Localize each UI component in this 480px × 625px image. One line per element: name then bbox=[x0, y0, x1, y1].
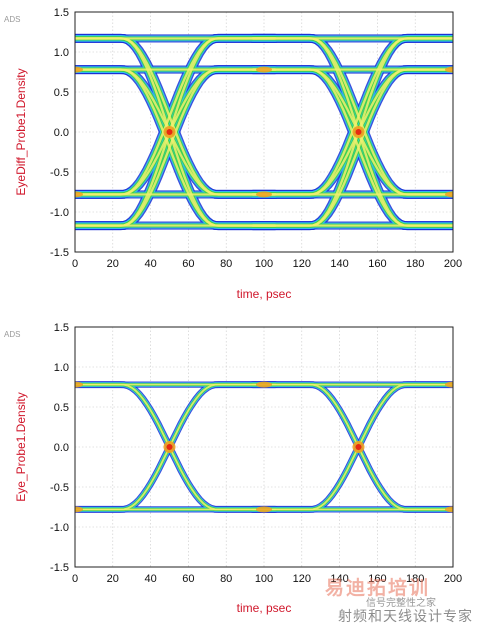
y-tick-label: 0.5 bbox=[54, 87, 69, 99]
y-tick-label: -1.5 bbox=[50, 562, 69, 574]
y-tick-label: 1.5 bbox=[54, 322, 69, 334]
level-hotspot bbox=[445, 381, 453, 388]
x-tick-label: 120 bbox=[293, 573, 311, 585]
eye-diagram-panel-differential: ADS 1.5 1.0 0.5 0.0 -0.5 -1.0 -1.5 0 20 40 60 80 10… bbox=[4, 7, 462, 301]
x-tick-label: 0 bbox=[72, 573, 78, 585]
x-tick-label: 200 bbox=[444, 258, 462, 270]
y-tick-label: 0.5 bbox=[54, 402, 69, 414]
y-axis-label: Eye_Probe1.Density bbox=[14, 392, 28, 501]
y-axis-ticks: 1.5 1.0 0.5 0.0 -0.5 -1.0 -1.5 bbox=[50, 322, 69, 574]
x-axis-label: time, psec bbox=[237, 601, 292, 615]
plot-frame bbox=[74, 326, 454, 568]
level-hotspot bbox=[75, 381, 83, 388]
x-tick-label: 60 bbox=[182, 573, 194, 585]
y-tick-label: -1.5 bbox=[50, 247, 69, 259]
x-tick-label: 140 bbox=[330, 573, 348, 585]
x-tick-label: 20 bbox=[107, 258, 119, 270]
watermark: 易迪拓培训 信号完整性之家 射频和天线设计专家 bbox=[325, 576, 473, 625]
y-tick-label: -0.5 bbox=[50, 482, 69, 494]
x-axis-ticks: 0 20 40 60 80 100 120 140 160 180 200 bbox=[72, 258, 462, 270]
level-hotspot bbox=[256, 66, 272, 73]
eye-density-traces bbox=[75, 33, 453, 231]
x-axis-label: time, psec bbox=[237, 287, 292, 301]
x-tick-label: 200 bbox=[444, 573, 462, 585]
x-tick-label: 100 bbox=[255, 573, 273, 585]
eye-diagram-panel-single: ADS 1.5 1.0 0.5 0.0 -0.5 -1.0 -1.5 0 20 40 60 80 10… bbox=[4, 322, 462, 615]
y-tick-label: 0.0 bbox=[54, 442, 69, 454]
y-axis-label: EyeDiff_Probe1.Density bbox=[14, 68, 28, 195]
crossing-hotspot-core bbox=[166, 444, 173, 450]
x-tick-label: 80 bbox=[220, 573, 232, 585]
y-tick-label: 1.0 bbox=[54, 362, 69, 374]
x-tick-label: 40 bbox=[144, 573, 156, 585]
y-tick-label: -1.0 bbox=[50, 207, 69, 219]
x-tick-label: 120 bbox=[293, 258, 311, 270]
crossing-hotspot-core bbox=[166, 129, 173, 135]
level-hotspot bbox=[445, 506, 453, 513]
y-tick-label: -0.5 bbox=[50, 167, 69, 179]
level-hotspot bbox=[256, 191, 272, 198]
eye-density-traces bbox=[75, 381, 453, 513]
watermark-subtitle: 信号完整性之家 bbox=[366, 596, 436, 609]
x-tick-label: 80 bbox=[220, 258, 232, 270]
crossing-hotspot-core bbox=[355, 444, 362, 450]
x-tick-label: 160 bbox=[368, 258, 386, 270]
x-tick-label: 140 bbox=[330, 258, 348, 270]
plot-frame bbox=[74, 11, 454, 253]
y-tick-label: 1.0 bbox=[54, 47, 69, 59]
y-axis-ticks: 1.5 1.0 0.5 0.0 -0.5 -1.0 -1.5 bbox=[50, 7, 69, 259]
ads-label: ADS bbox=[4, 15, 20, 24]
x-tick-label: 60 bbox=[182, 258, 194, 270]
level-hotspot bbox=[256, 506, 272, 513]
x-tick-label: 40 bbox=[144, 258, 156, 270]
x-tick-label: 160 bbox=[368, 573, 386, 585]
x-tick-label: 180 bbox=[406, 573, 424, 585]
level-hotspot bbox=[75, 191, 83, 198]
crossing-hotspot-core bbox=[355, 129, 362, 135]
level-hotspot bbox=[445, 66, 453, 73]
x-axis-ticks: 0 20 40 60 80 100 120 140 160 180 200 bbox=[72, 573, 462, 585]
y-tick-label: -1.0 bbox=[50, 522, 69, 534]
x-tick-label: 100 bbox=[255, 258, 273, 270]
level-hotspot bbox=[256, 381, 272, 388]
level-hotspot bbox=[75, 66, 83, 73]
watermark-logo: 易迪拓培训 bbox=[325, 576, 430, 599]
level-hotspot bbox=[445, 191, 453, 198]
watermark-tagline: 射频和天线设计专家 bbox=[338, 608, 473, 625]
x-tick-label: 0 bbox=[72, 258, 78, 270]
ads-label: ADS bbox=[4, 330, 20, 339]
x-tick-label: 180 bbox=[406, 258, 424, 270]
y-tick-label: 1.5 bbox=[54, 7, 69, 19]
level-hotspot bbox=[75, 506, 83, 513]
y-tick-label: 0.0 bbox=[54, 127, 69, 139]
x-tick-label: 20 bbox=[107, 573, 119, 585]
